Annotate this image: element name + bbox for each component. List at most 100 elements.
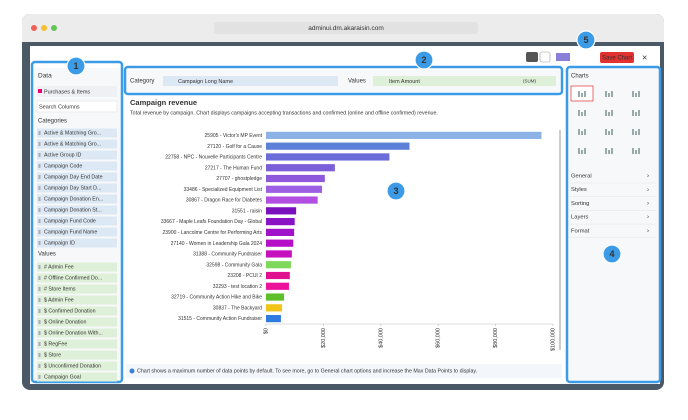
chart-type-glyph	[611, 110, 613, 116]
drag-handle	[38, 353, 41, 357]
chart-type-glyph	[635, 112, 637, 116]
badge	[576, 30, 596, 50]
right-panel	[567, 68, 660, 382]
field-item[interactable]	[37, 139, 117, 149]
chart-type-glyph	[581, 131, 583, 135]
y-tick-label: 27120 - Golf for a Cause	[207, 144, 262, 150]
chart-type-glyph	[605, 91, 607, 97]
field-item[interactable]	[37, 306, 117, 316]
field-item[interactable]	[37, 194, 117, 204]
field-item[interactable]	[37, 295, 117, 305]
settings-section[interactable]: Sorting	[571, 201, 589, 207]
field-item[interactable]	[37, 216, 117, 226]
chevron: ›	[647, 187, 649, 193]
address-bar[interactable]	[214, 22, 478, 34]
field-item[interactable]	[37, 361, 117, 371]
field-item[interactable]	[37, 172, 117, 182]
field-name: Campaign Code	[44, 164, 82, 170]
y-tick-label: 30837 - The Backyard	[213, 305, 262, 311]
drag-handle	[38, 331, 41, 335]
drag-handle	[38, 287, 41, 291]
info-icon	[129, 368, 135, 374]
field-item[interactable]	[37, 205, 117, 215]
scrollbar[interactable]	[559, 130, 561, 350]
url: adminui.dm.akaraisin.com	[308, 25, 384, 32]
badge-number: 5	[583, 35, 588, 45]
chart-type-glyph	[581, 150, 583, 154]
drag-handle	[38, 364, 41, 368]
drag-handle	[38, 342, 41, 346]
modal	[30, 46, 660, 384]
drag-handle	[38, 265, 41, 269]
bar	[266, 164, 335, 172]
y-tick-label: 23208 - PCUI 2	[228, 273, 263, 279]
values-value: Item Amount	[389, 79, 420, 85]
chart-type-glyph	[611, 148, 613, 154]
drag-handle	[38, 197, 41, 201]
field-name: Campaign Goal	[44, 375, 81, 381]
field-item[interactable]	[37, 161, 117, 171]
field-name: # Offline Confirmed Do...	[44, 276, 102, 282]
dataset-box[interactable]	[37, 86, 117, 97]
field-item[interactable]	[37, 284, 117, 294]
chart-type-glyph	[611, 91, 613, 97]
badge	[602, 244, 622, 264]
save-button[interactable]	[600, 52, 634, 63]
field-item[interactable]	[37, 273, 117, 283]
drag-handle	[38, 230, 41, 234]
field-item[interactable]	[37, 238, 117, 248]
field-item[interactable]	[37, 317, 117, 327]
chart-type-glyph	[578, 129, 580, 135]
bar	[266, 185, 322, 193]
field-name: # Store Items	[44, 287, 76, 293]
close-dot[interactable]	[31, 25, 37, 31]
field-item[interactable]	[37, 350, 117, 360]
y-tick-label: 30867 - Dragon Race for Diabetes	[186, 198, 263, 204]
field-item[interactable]	[37, 328, 117, 338]
code-button[interactable]	[539, 51, 551, 63]
max-dot[interactable]	[51, 25, 57, 31]
chart-type-glyph	[632, 110, 634, 116]
field-item[interactable]	[37, 227, 117, 237]
bar	[266, 207, 297, 215]
field-item[interactable]	[37, 339, 117, 349]
field-item[interactable]	[37, 372, 117, 382]
field-row	[126, 70, 560, 92]
chart-type-glyph	[608, 112, 610, 116]
chart-title: Campaign revenue	[130, 98, 197, 107]
field-item[interactable]	[37, 150, 117, 160]
field-item[interactable]	[37, 183, 117, 193]
bar	[266, 142, 410, 150]
chart-type-glyph	[638, 91, 640, 97]
chart-type-glyph	[611, 129, 613, 135]
drag-handle	[38, 241, 41, 245]
search-box[interactable]	[36, 100, 118, 113]
field-item[interactable]	[37, 128, 117, 138]
view-button[interactable]	[526, 52, 538, 62]
drag-handle	[38, 320, 41, 324]
drag-handle	[38, 175, 41, 179]
field-item[interactable]	[37, 262, 117, 272]
field-name: $ Store	[44, 353, 61, 359]
chart-type-glyph	[632, 91, 634, 97]
bar	[266, 261, 291, 269]
palette-button[interactable]	[556, 53, 570, 61]
chart-subtitle: Total revenue by campaign. Chart display…	[130, 110, 438, 116]
settings-section[interactable]: General	[571, 174, 592, 180]
values-pill[interactable]	[373, 76, 556, 86]
settings-section[interactable]: Styles	[571, 187, 587, 193]
y-tick-label: 27707 - ghostpledge	[216, 176, 262, 182]
chart-type-glyph	[584, 129, 586, 135]
close-icon[interactable]: ×	[642, 52, 647, 62]
chart-type-grid	[570, 85, 640, 154]
category-pill[interactable]	[163, 76, 338, 86]
y-tick-label: 22758 - NPC - Nouvelle Participants Cent…	[165, 155, 262, 161]
field-name: Campaign Fund Code	[44, 219, 96, 225]
y-tick-label: 23900 - Lancolme Centre for Performing A…	[163, 230, 263, 236]
min-dot[interactable]	[41, 25, 47, 31]
y-tick-label: 33486 - Specialized Equipment List	[184, 187, 263, 193]
y-tick-label: 25905 - Victor's MP Event	[205, 133, 263, 139]
settings-section[interactable]: Layers	[571, 215, 589, 221]
settings-section[interactable]: Format	[571, 228, 590, 234]
